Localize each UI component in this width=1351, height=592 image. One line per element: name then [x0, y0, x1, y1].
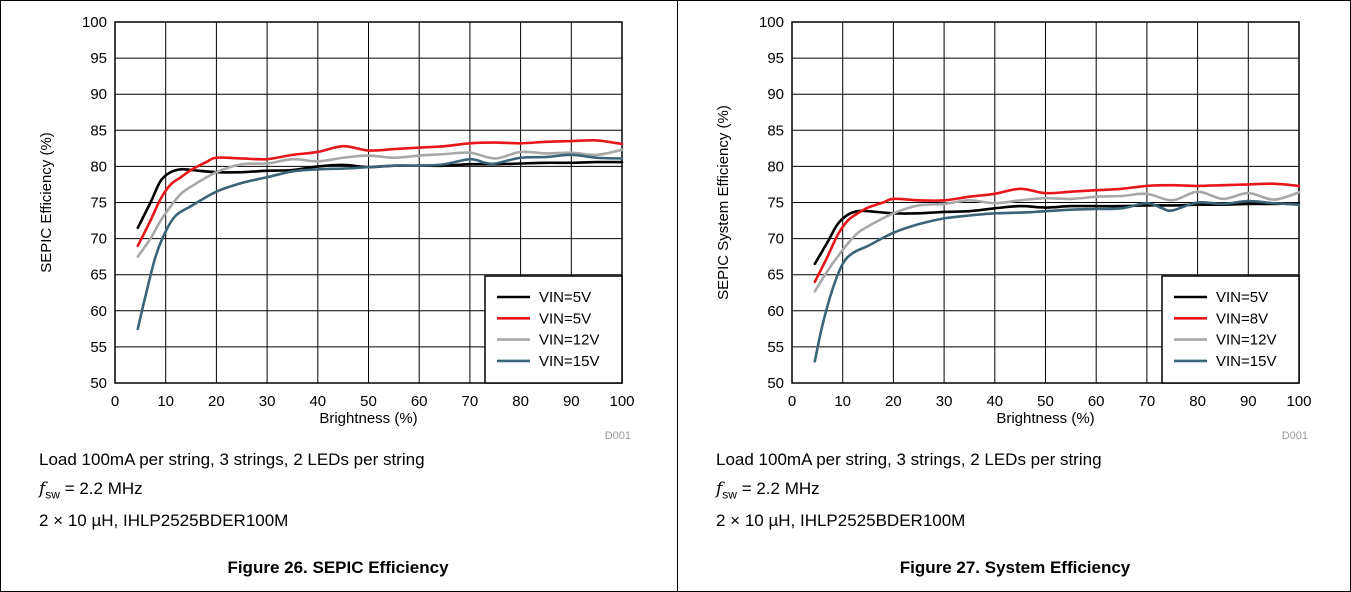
series-line [813, 190, 1301, 293]
y-tick-label: 55 [90, 339, 107, 356]
y-tick-label: 70 [90, 231, 107, 248]
figure-caption: Figure 27. System Efficiency [899, 558, 1131, 577]
legend-label: VIN=5V [1216, 289, 1268, 306]
series-line [136, 138, 624, 248]
series-line [813, 199, 1301, 363]
x-tick-label: 80 [1189, 393, 1206, 410]
load-note: Load 100mA per string, 3 strings, 2 LEDs… [716, 450, 1102, 469]
plot-area [114, 21, 623, 384]
series-line [813, 201, 1301, 266]
x-tick-label: 90 [563, 393, 580, 410]
y-tick-label: 50 [90, 375, 107, 392]
y-tick-label: 50 [767, 375, 784, 392]
y-tick-label: 100 [82, 14, 107, 31]
fsw-subscript: sw [722, 487, 737, 502]
figure-panel-27: 0 10 20 30 40 50 60 70 80 90 100 50 55 60 65 70 75 80 85 90… [677, 0, 1351, 592]
x-tick-label: 0 [111, 393, 119, 410]
fsw-note: fsw = 2.2 MHz [39, 479, 143, 501]
x-tick-label: 60 [1088, 393, 1105, 410]
x-tick-label: 90 [1240, 393, 1257, 410]
y-tick-label: 75 [90, 195, 107, 212]
series-line [813, 182, 1301, 284]
figure-code: D001 [605, 430, 631, 442]
figure-panel-26: 0 10 20 30 40 50 60 70 80 90 100 50 55 60 65 70 75 80 85 90… [38, 14, 635, 577]
legend-label: VIN=5V [539, 310, 591, 327]
x-tick-label: 40 [309, 393, 326, 410]
figure-code: D001 [1282, 430, 1308, 442]
legend-label: VIN=8V [1216, 310, 1268, 327]
fsw-subscript: sw [45, 487, 60, 502]
x-tick-label: 70 [462, 393, 479, 410]
x-tick-label: 100 [1286, 393, 1311, 410]
inductor-note: 2 × 10 µH, IHLP2525BDER100M [716, 511, 966, 530]
x-tick-label: 40 [986, 393, 1003, 410]
x-tick-label: 80 [512, 393, 529, 410]
x-axis-label: Brightness (%) [319, 410, 417, 427]
y-tick-label: 85 [767, 122, 784, 139]
y-tick-label: 90 [90, 86, 107, 103]
fsw-symbol: f [716, 479, 723, 499]
y-tick-label: 65 [767, 267, 784, 284]
fsw-symbol: f [39, 479, 46, 499]
y-tick-label: 95 [767, 50, 784, 67]
x-tick-label: 30 [936, 393, 953, 410]
legend-label: VIN=5V [539, 289, 591, 306]
legend-label: VIN=12V [539, 332, 599, 349]
fsw-value: = 2.2 MHz [736, 479, 820, 498]
series-line [136, 153, 624, 331]
legend-label: VIN=12V [1216, 332, 1276, 349]
x-tick-label: 50 [360, 393, 377, 410]
x-tick-label: 10 [834, 393, 851, 410]
y-tick-label: 85 [90, 122, 107, 139]
load-note: Load 100mA per string, 3 strings, 2 LEDs… [39, 450, 425, 469]
figure-caption: Figure 26. SEPIC Efficiency [227, 558, 449, 577]
fsw-value: = 2.2 MHz [59, 479, 143, 498]
y-tick-label: 70 [767, 231, 784, 248]
x-tick-label: 60 [411, 393, 428, 410]
x-tick-label: 30 [259, 393, 276, 410]
x-tick-label: 50 [1037, 393, 1054, 410]
series-line [136, 160, 624, 230]
x-tick-label: 70 [1139, 393, 1156, 410]
x-tick-label: 10 [157, 393, 174, 410]
inductor-note: 2 × 10 µH, IHLP2525BDER100M [39, 511, 289, 530]
x-axis-label: Brightness (%) [996, 410, 1094, 427]
legend-box [1161, 275, 1300, 384]
legend-box [484, 275, 623, 384]
y-tick-label: 65 [90, 267, 107, 284]
x-tick-label: 20 [885, 393, 902, 410]
x-tick-label: 100 [609, 393, 634, 410]
fsw-note: fsw = 2.2 MHz [716, 479, 820, 501]
y-tick-label: 75 [767, 195, 784, 212]
y-axis-label: SEPIC System Efficiency (%) [715, 105, 732, 300]
system-efficiency-chart: 0 10 20 30 40 50 60 70 80 90 100 50 55 60 65 70 75 80 85 90… [715, 14, 1312, 442]
legend-label: VIN=15V [1216, 353, 1276, 370]
y-axis-label: SEPIC Efficiency (%) [38, 132, 55, 273]
y-tick-label: 60 [90, 303, 107, 320]
series-line [136, 148, 624, 258]
x-tick-label: 0 [788, 393, 796, 410]
legend-label: VIN=15V [539, 353, 599, 370]
y-tick-label: 90 [767, 86, 784, 103]
y-tick-label: 95 [90, 50, 107, 67]
y-tick-label: 80 [767, 158, 784, 175]
x-tick-label: 20 [208, 393, 225, 410]
y-tick-label: 60 [767, 303, 784, 320]
y-tick-label: 80 [90, 158, 107, 175]
efficiency-chart: 0 10 20 30 40 50 60 70 80 90 100 50 55 60 65 70 75 80 85 90… [38, 14, 635, 442]
y-tick-label: 55 [767, 339, 784, 356]
panel-divider [677, 0, 678, 592]
y-tick-label: 100 [759, 14, 784, 31]
